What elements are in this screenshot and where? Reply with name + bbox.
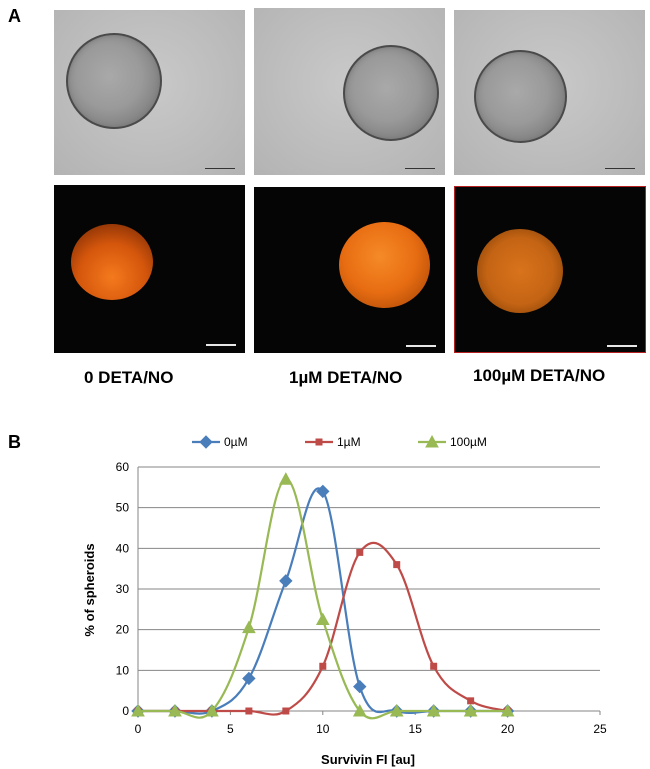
data-point-triangle [131, 703, 145, 717]
data-point-square [282, 707, 290, 715]
caption-100um: 100µM DETA/NO [473, 366, 606, 385]
legend-label: 100µM [450, 435, 487, 449]
data-point-triangle [500, 703, 515, 717]
data-point-diamond [353, 679, 367, 694]
brightfield-image-0um [54, 10, 245, 175]
data-point-triangle [242, 620, 256, 634]
y-tick-label: 60 [116, 460, 130, 474]
legend-label: 0µM [224, 435, 248, 449]
data-point-square [467, 697, 475, 705]
data-point-triangle [278, 472, 293, 485]
data-point-triangle [389, 703, 404, 717]
series [131, 472, 515, 720]
data-point-triangle [205, 703, 219, 717]
gridlines [138, 466, 600, 712]
data-point-square [430, 662, 438, 670]
data-point-diamond [279, 574, 293, 588]
data-point-square [319, 662, 327, 670]
data-point-diamond [316, 484, 330, 499]
y-tick-label: 20 [116, 623, 130, 637]
x-tick-label: 5 [227, 722, 234, 736]
fluorescence-image-100um [454, 186, 646, 353]
scale-bar [405, 168, 435, 169]
series-line-0µM [138, 487, 508, 715]
data-point-triangle [425, 434, 439, 448]
data-point-diamond [242, 671, 256, 686]
x-tick-label: 15 [409, 722, 423, 736]
caption-1um: 1µM DETA/NO [289, 368, 403, 387]
axes: 0 10 20 30 40 50 60 0 5 10 15 20 25 [116, 460, 607, 736]
data-point-triangle [463, 703, 478, 717]
scale-bar [607, 345, 637, 347]
legend-label: 1µM [337, 435, 361, 449]
caption-0um: 0 DETA/NO [84, 368, 174, 387]
panel-a-label: A [8, 6, 21, 26]
scale-bar [605, 168, 635, 169]
y-tick-label: 0 [122, 704, 129, 718]
fluorescent-spheroid [477, 229, 563, 313]
data-point-square [315, 438, 323, 446]
y-tick-label: 30 [116, 582, 130, 596]
brightfield-image-100um [454, 10, 645, 175]
data-point-square [245, 707, 253, 715]
x-axis-label: Survivin FI [au] [321, 752, 415, 767]
scale-bar [406, 345, 436, 347]
y-tick-label: 10 [116, 663, 130, 677]
brightfield-image-1um [254, 8, 445, 175]
legend: 0µM 1µM 100µM [192, 434, 487, 449]
y-tick-label: 40 [116, 541, 130, 555]
panel-b-label: B [8, 432, 21, 452]
series-line-100µM [138, 478, 508, 720]
data-point-triangle [315, 612, 330, 625]
spheroid [474, 50, 567, 143]
x-tick-label: 25 [593, 722, 607, 736]
data-point-square [356, 548, 364, 556]
y-axis-label: % of spheroids [82, 543, 97, 636]
fluorescence-image-1um [254, 187, 445, 353]
x-tick-label: 20 [501, 722, 515, 736]
scale-bar [205, 168, 235, 169]
scale-bar [206, 344, 236, 346]
data-point-triangle [426, 703, 441, 717]
fluorescence-image-0um [54, 185, 245, 353]
y-tick-label: 50 [116, 501, 130, 515]
spheroid [66, 33, 162, 129]
x-tick-label: 10 [316, 722, 330, 736]
data-point-triangle [168, 703, 182, 717]
data-point-triangle [352, 703, 367, 717]
data-point-square [393, 561, 401, 569]
data-point-diamond [199, 435, 213, 449]
fluorescent-spheroid [71, 224, 153, 300]
series-line-1µM [138, 541, 508, 716]
x-tick-label: 0 [135, 722, 142, 736]
fluorescent-spheroid [339, 222, 430, 308]
spheroid [343, 45, 439, 141]
